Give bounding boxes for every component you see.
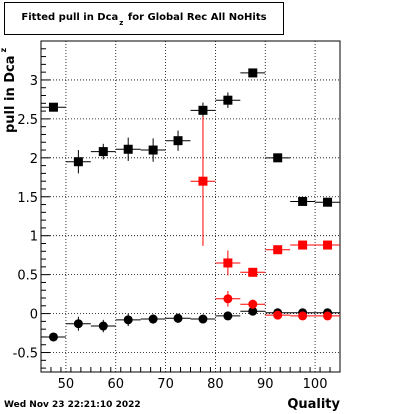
chart-title-box: Fitted pull in Dcaz for Global Rec All N… [4, 2, 284, 35]
x-axis-label: Quality [287, 397, 340, 412]
y-axis-label-text: pull in Dca [3, 55, 18, 133]
data-point-square [98, 147, 108, 157]
x-tick-label: 90 [257, 377, 274, 392]
data-point-square [173, 136, 183, 146]
series-2-square [190, 116, 340, 277]
data-point-circle [48, 332, 58, 342]
data-point-circle [248, 299, 258, 309]
data-point-circle [273, 310, 283, 320]
data-point-square [73, 157, 83, 167]
series-3-circle [41, 306, 340, 342]
plot-area [41, 41, 340, 372]
data-point-square [323, 240, 333, 250]
y-tick-label: 0 [30, 308, 38, 323]
data-point-circle [323, 311, 333, 321]
data-point-circle [298, 311, 308, 321]
data-point-circle [98, 321, 108, 331]
y-tick-label: 2.5 [17, 113, 38, 128]
data-point-square [298, 240, 308, 250]
x-tick-label: 80 [207, 377, 224, 392]
series-4-circle [215, 291, 340, 321]
data-point-circle [173, 313, 183, 323]
data-point-square [248, 267, 258, 277]
data-point-circle [223, 311, 233, 321]
footer-date: Wed Nov 23 22:21:10 2022 [4, 400, 141, 410]
data-point-square [223, 95, 233, 105]
data-point-circle [198, 314, 208, 324]
chart-title: Fitted pull in Dcaz for Global Rec All N… [5, 12, 283, 27]
x-tick-label: 50 [58, 377, 75, 392]
data-point-circle [148, 314, 158, 324]
data-point-square [148, 145, 158, 155]
data-point-circle [73, 319, 83, 329]
y-tick-label: 0.5 [17, 269, 38, 284]
data-point-square [198, 176, 208, 186]
title-main: Fitted pull in Dca [21, 12, 119, 23]
data-point-square [48, 102, 58, 112]
series-1-square [41, 68, 340, 207]
data-point-square [273, 245, 283, 255]
title-rest: for Global Rec All NoHits [127, 12, 267, 23]
data-point-square [198, 105, 208, 115]
y-tick-label: 1 [30, 230, 38, 245]
data-point-circle [123, 315, 133, 325]
data-point-circle [223, 294, 233, 304]
data-point-square [248, 68, 258, 78]
y-tick-label: 1.5 [17, 191, 38, 206]
data-point-square [123, 144, 133, 154]
y-tick-label: 3 [30, 74, 38, 89]
data-point-square [223, 258, 233, 268]
data-point-square [298, 196, 308, 206]
title-subscript: z [119, 19, 124, 27]
y-tick-label: -0.5 [13, 347, 38, 362]
x-tick-label: 100 [303, 377, 328, 392]
data-point-square [273, 153, 283, 163]
y-tick-label: 2 [30, 152, 38, 167]
y-axis-label-subscript: z [0, 48, 8, 53]
data-point-square [323, 197, 333, 207]
x-tick-label: 60 [107, 377, 124, 392]
data-point-circle [248, 306, 258, 316]
x-tick-label: 70 [157, 377, 174, 392]
